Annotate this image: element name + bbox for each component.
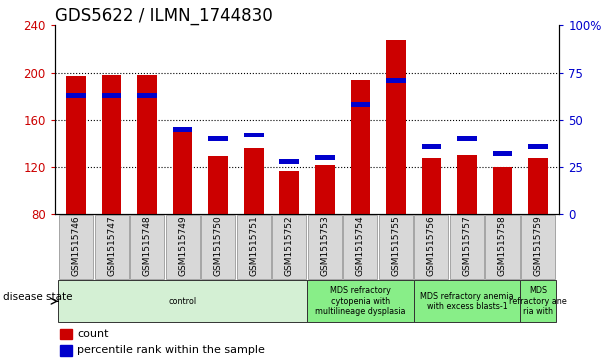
Bar bbox=[137, 93, 157, 98]
Bar bbox=[66, 93, 86, 98]
Text: GSM1515747: GSM1515747 bbox=[107, 215, 116, 276]
Text: GSM1515751: GSM1515751 bbox=[249, 215, 258, 276]
Text: GSM1515754: GSM1515754 bbox=[356, 215, 365, 276]
Bar bbox=[280, 159, 299, 164]
Bar bbox=[457, 155, 477, 214]
FancyBboxPatch shape bbox=[521, 215, 555, 279]
Bar bbox=[60, 345, 72, 356]
FancyBboxPatch shape bbox=[59, 215, 93, 279]
FancyBboxPatch shape bbox=[307, 280, 413, 322]
FancyBboxPatch shape bbox=[237, 215, 271, 279]
Text: count: count bbox=[77, 329, 109, 339]
FancyBboxPatch shape bbox=[165, 215, 199, 279]
Bar bbox=[422, 158, 441, 214]
Bar bbox=[244, 132, 263, 137]
Bar bbox=[66, 76, 86, 214]
Bar bbox=[209, 156, 228, 214]
Text: GSM1515756: GSM1515756 bbox=[427, 215, 436, 276]
Bar bbox=[492, 167, 513, 214]
Text: GSM1515752: GSM1515752 bbox=[285, 215, 294, 276]
Bar bbox=[173, 128, 192, 214]
Text: GSM1515753: GSM1515753 bbox=[320, 215, 330, 276]
Bar bbox=[315, 155, 334, 160]
Bar bbox=[60, 329, 72, 339]
Text: GSM1515759: GSM1515759 bbox=[534, 215, 542, 276]
Bar bbox=[280, 171, 299, 214]
FancyBboxPatch shape bbox=[379, 215, 413, 279]
Text: disease state: disease state bbox=[3, 292, 72, 302]
FancyBboxPatch shape bbox=[201, 215, 235, 279]
Text: GDS5622 / ILMN_1744830: GDS5622 / ILMN_1744830 bbox=[55, 7, 272, 25]
Bar bbox=[422, 144, 441, 148]
Bar bbox=[315, 165, 334, 214]
FancyBboxPatch shape bbox=[344, 215, 378, 279]
Bar bbox=[386, 78, 406, 82]
FancyBboxPatch shape bbox=[450, 215, 484, 279]
Bar bbox=[102, 93, 122, 98]
Bar bbox=[386, 40, 406, 214]
FancyBboxPatch shape bbox=[94, 215, 129, 279]
FancyBboxPatch shape bbox=[130, 215, 164, 279]
Text: MDS refractory anemia
with excess blasts-1: MDS refractory anemia with excess blasts… bbox=[420, 291, 514, 311]
Bar bbox=[528, 158, 548, 214]
Text: MDS refractory
cytopenia with
multilineage dysplasia: MDS refractory cytopenia with multilinea… bbox=[315, 286, 406, 316]
FancyBboxPatch shape bbox=[415, 215, 449, 279]
Bar bbox=[351, 102, 370, 107]
FancyBboxPatch shape bbox=[520, 280, 556, 322]
Bar bbox=[137, 75, 157, 214]
Bar bbox=[492, 151, 513, 156]
Bar bbox=[457, 136, 477, 141]
Text: GSM1515750: GSM1515750 bbox=[213, 215, 223, 276]
Text: percentile rank within the sample: percentile rank within the sample bbox=[77, 345, 265, 355]
FancyBboxPatch shape bbox=[413, 280, 520, 322]
Bar bbox=[209, 136, 228, 141]
Text: control: control bbox=[168, 297, 197, 306]
Text: GSM1515757: GSM1515757 bbox=[463, 215, 471, 276]
Text: GSM1515748: GSM1515748 bbox=[143, 215, 151, 276]
FancyBboxPatch shape bbox=[272, 215, 306, 279]
Bar bbox=[244, 148, 263, 214]
Text: GSM1515746: GSM1515746 bbox=[72, 215, 80, 276]
FancyBboxPatch shape bbox=[58, 280, 307, 322]
Bar bbox=[528, 144, 548, 148]
Bar bbox=[351, 79, 370, 214]
Text: GSM1515758: GSM1515758 bbox=[498, 215, 507, 276]
FancyBboxPatch shape bbox=[308, 215, 342, 279]
Bar bbox=[102, 75, 122, 214]
Text: GSM1515755: GSM1515755 bbox=[392, 215, 401, 276]
Bar bbox=[173, 127, 192, 132]
FancyBboxPatch shape bbox=[485, 215, 520, 279]
Text: MDS
refractory ane
ria with: MDS refractory ane ria with bbox=[509, 286, 567, 316]
Text: GSM1515749: GSM1515749 bbox=[178, 215, 187, 276]
